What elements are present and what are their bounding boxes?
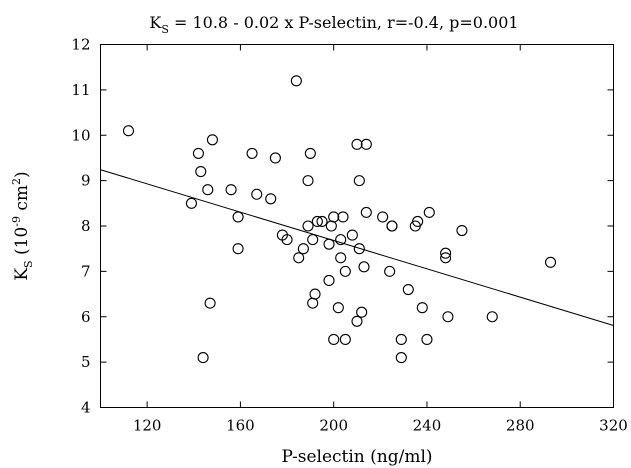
data-point bbox=[269, 152, 281, 164]
data-point bbox=[440, 247, 452, 259]
data-point bbox=[195, 166, 207, 178]
data-point bbox=[290, 75, 302, 87]
data-point bbox=[297, 243, 309, 255]
data-point bbox=[351, 315, 363, 327]
data-point bbox=[395, 352, 407, 364]
chart-title: KS = 10.8 - 0.02 x P-selectin, r=-0.4, p… bbox=[149, 13, 518, 36]
data-point bbox=[456, 224, 468, 237]
title-equation: = 10.8 - 0.02 x P-selectin, r=-0.4, p=0.… bbox=[169, 13, 519, 32]
data-point bbox=[335, 234, 347, 246]
data-point bbox=[339, 333, 351, 345]
data-point bbox=[356, 306, 368, 318]
data-point bbox=[386, 220, 398, 232]
regression-line-group bbox=[100, 169, 614, 326]
data-point bbox=[416, 302, 428, 314]
data-point bbox=[206, 134, 218, 146]
data-point bbox=[302, 175, 314, 187]
data-point bbox=[335, 252, 347, 264]
data-point bbox=[544, 256, 557, 268]
data-point bbox=[246, 147, 258, 159]
data-point bbox=[377, 211, 389, 223]
data-point bbox=[440, 252, 452, 264]
data-point bbox=[353, 243, 365, 255]
ylabel-exponent-1: -9 bbox=[10, 216, 23, 227]
data-point bbox=[421, 333, 433, 345]
data-point bbox=[122, 125, 135, 137]
x-tick-label: 160 bbox=[226, 417, 255, 435]
data-point bbox=[328, 211, 340, 223]
ylabel-open: (10 bbox=[12, 227, 32, 261]
data-point bbox=[192, 147, 204, 159]
y-tick-label: 10 bbox=[71, 126, 90, 144]
data-point bbox=[486, 311, 498, 323]
data-point bbox=[251, 188, 263, 200]
data-point bbox=[316, 215, 328, 228]
data-point bbox=[351, 138, 363, 150]
data-point bbox=[360, 206, 372, 218]
ylabel-exponent-2: 2 bbox=[10, 178, 23, 185]
data-point bbox=[281, 234, 293, 246]
data-point bbox=[185, 197, 197, 209]
ylabel-close: ) bbox=[12, 171, 32, 178]
y-tick-label: 5 bbox=[81, 353, 91, 371]
x-axis: 120 160 200 240 280 320 bbox=[133, 44, 628, 435]
y-axis: 4 5 6 7 8 9 10 11 12 bbox=[71, 36, 614, 417]
data-point bbox=[423, 206, 435, 218]
data-point bbox=[328, 333, 340, 345]
ylabel-unit: cm bbox=[12, 185, 32, 216]
data-point bbox=[323, 274, 335, 287]
y-tick-label: 7 bbox=[81, 262, 91, 280]
data-point bbox=[232, 211, 244, 223]
data-point bbox=[309, 288, 321, 300]
ylabel-subscript: S bbox=[22, 260, 35, 268]
data-point bbox=[202, 184, 214, 196]
data-point bbox=[384, 265, 396, 277]
y-tick-label: 4 bbox=[81, 399, 91, 417]
data-point bbox=[304, 147, 316, 159]
data-point bbox=[197, 352, 209, 364]
data-point bbox=[395, 333, 407, 345]
x-tick-label: 280 bbox=[506, 417, 535, 435]
data-point bbox=[337, 211, 349, 223]
data-point bbox=[307, 234, 319, 246]
data-point bbox=[265, 193, 277, 205]
data-point bbox=[311, 215, 323, 228]
data-point bbox=[225, 184, 237, 196]
x-axis-label: P-selectin (ng/ml) bbox=[281, 447, 432, 467]
data-point bbox=[293, 252, 305, 264]
data-point bbox=[302, 220, 314, 232]
plot-frame bbox=[100, 44, 614, 408]
data-point bbox=[353, 175, 365, 187]
data-point bbox=[339, 265, 351, 277]
y-tick-label: 6 bbox=[81, 308, 91, 326]
data-point bbox=[346, 229, 358, 241]
data-point bbox=[412, 215, 424, 228]
data-point bbox=[232, 243, 244, 255]
y-tick-label: 9 bbox=[81, 172, 91, 190]
data-point bbox=[325, 220, 337, 232]
data-point bbox=[360, 138, 372, 150]
title-k: K bbox=[149, 13, 162, 32]
y-axis-label: KS (10-9 cm2) bbox=[10, 171, 35, 280]
data-point bbox=[332, 302, 344, 314]
data-points bbox=[122, 75, 557, 364]
x-tick-label: 240 bbox=[413, 417, 442, 435]
data-point bbox=[402, 283, 414, 296]
data-point bbox=[442, 311, 454, 323]
data-point bbox=[307, 297, 319, 309]
y-tick-label: 12 bbox=[71, 36, 90, 54]
data-point bbox=[358, 261, 370, 273]
data-point bbox=[323, 238, 335, 250]
y-tick-label: 8 bbox=[81, 217, 91, 235]
regression-line bbox=[100, 169, 614, 326]
x-tick-label: 120 bbox=[133, 417, 162, 435]
x-tick-label: 200 bbox=[319, 417, 348, 435]
ylabel-k: K bbox=[12, 268, 32, 281]
x-tick-label: 320 bbox=[599, 417, 628, 435]
y-tick-label: 11 bbox=[71, 81, 90, 99]
data-point bbox=[204, 297, 216, 309]
title-subscript: S bbox=[161, 23, 169, 36]
